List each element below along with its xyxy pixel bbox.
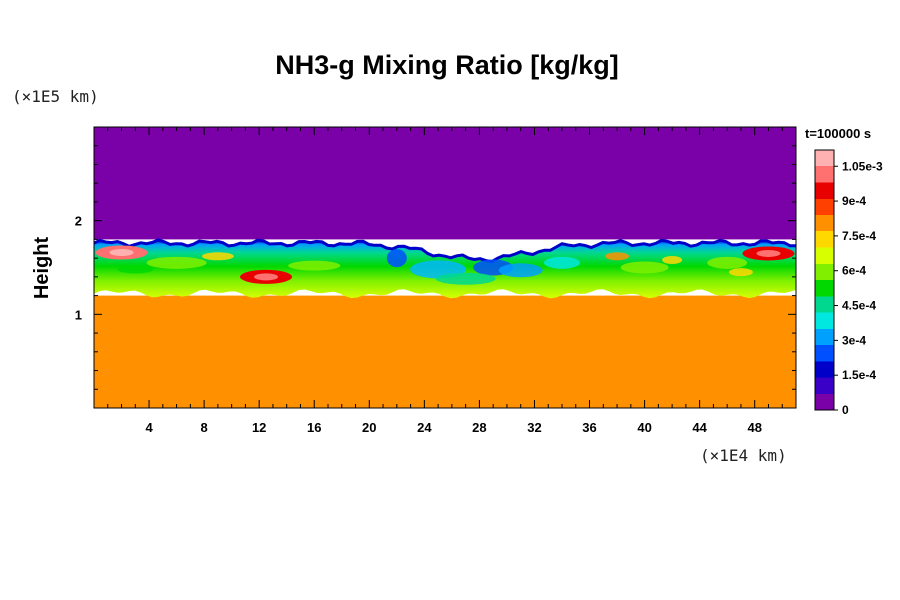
- x-axis: 4 8 12 16 20 24 28 32 36 40 44 48: [107, 127, 783, 435]
- y-tick-label: 1: [75, 307, 82, 322]
- colorbar-tick-label: 3e-4: [842, 333, 866, 347]
- x-tick-label: 12: [252, 420, 266, 435]
- x-tick-label: 32: [527, 420, 541, 435]
- y-axis: 12: [75, 145, 796, 390]
- x-tick-label: 16: [307, 420, 321, 435]
- x-tick-label: 20: [362, 420, 376, 435]
- x-tick-label: 28: [472, 420, 486, 435]
- x-tick-label: 40: [637, 420, 651, 435]
- heatmap-field: [94, 127, 796, 408]
- colorbar-tick-label: 9e-4: [842, 194, 866, 208]
- turbulent-blob: [662, 256, 683, 265]
- colorbar-tick-label: 1.05e-3: [842, 159, 883, 173]
- turbulent-blob: [498, 263, 543, 278]
- hot-spots: [95, 245, 795, 284]
- x-tick-label: 8: [201, 420, 208, 435]
- colorbar-tick-label: 4.5e-4: [842, 299, 876, 313]
- y-axis-label: Height: [31, 237, 53, 300]
- turbulent-blob: [605, 252, 630, 261]
- x-tick-label: 24: [417, 420, 432, 435]
- chart-title: NH3-g Mixing Ratio [kg/kg]: [275, 50, 619, 80]
- turbulent-blob: [728, 268, 753, 277]
- x-tick-label: 48: [747, 420, 761, 435]
- colorbar-tick-label: 0: [842, 403, 849, 417]
- y-tick-label: 2: [75, 214, 82, 229]
- hot-spot-core: [109, 249, 134, 257]
- x-tick-label: 44: [692, 420, 707, 435]
- band-edge: [94, 238, 796, 264]
- turbulent-blob: [707, 256, 748, 269]
- colorbar-ticks: 0 1.5e-4 3e-4 4.5e-4 6e-4 7.5e-4 9e-4 1.05e-3: [834, 159, 883, 417]
- turbulent-blob: [435, 272, 496, 285]
- upper-layer-region: [94, 127, 796, 240]
- turbulent-blob: [146, 256, 207, 269]
- y-unit-label: (×1E5 km): [12, 87, 99, 106]
- x-tick-label: 36: [582, 420, 596, 435]
- colorbar: [814, 149, 835, 411]
- turbulent-blob: [620, 261, 669, 274]
- turbulent-blob: [288, 260, 341, 271]
- hot-spot-core: [756, 249, 781, 257]
- colorbar-tick-label: 6e-4: [842, 264, 866, 278]
- time-label: t=100000 s: [805, 126, 871, 141]
- turbulent-blob: [201, 252, 234, 261]
- turbulent-blob: [117, 265, 154, 274]
- plot-frame: [93, 126, 797, 409]
- turbulent-blob: [544, 256, 580, 269]
- turbulent-blob: [386, 249, 407, 268]
- x-tick-label: 4: [145, 420, 153, 435]
- colorbar-tick-label: 7.5e-4: [842, 229, 876, 243]
- lower-layer-region: [94, 295, 796, 408]
- colorbar-tick-label: 1.5e-4: [842, 368, 876, 382]
- hot-spot-core: [254, 273, 279, 281]
- turbulent-structures: [117, 249, 753, 285]
- x-unit-label: (×1E4 km): [700, 446, 787, 465]
